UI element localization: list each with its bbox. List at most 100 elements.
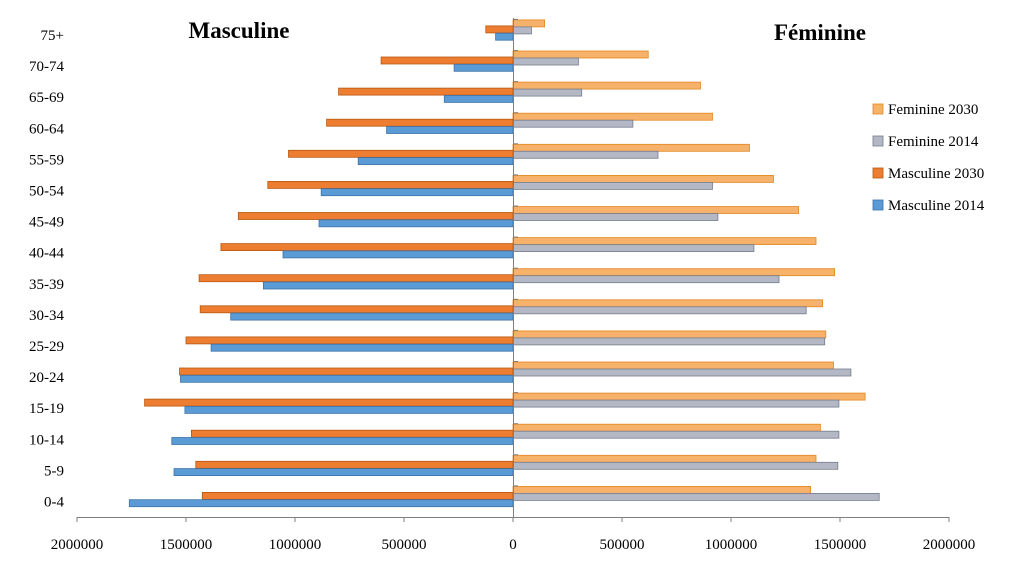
legend-swatch-feminine-2014	[872, 135, 884, 147]
bar-masculine-2014-60-64	[386, 126, 514, 134]
bar-feminine-2030-0-4	[512, 485, 812, 494]
bar-masculine-2030-45-49	[237, 212, 514, 220]
bar-masculine-2014-40-44	[282, 250, 514, 259]
bar-feminine-2014-60-64	[512, 119, 634, 128]
category-label: 15-19	[29, 401, 64, 417]
x-tick-label: 1500000	[814, 537, 867, 553]
bar-masculine-2030-10-14	[190, 429, 514, 438]
legend-swatch-masculine-2030	[872, 167, 884, 179]
category-label: 65-69	[29, 90, 64, 106]
bar-masculine-2030-50-54	[267, 180, 514, 189]
bar-feminine-2030-35-39	[512, 268, 836, 277]
bar-masculine-2014-30-34	[230, 312, 514, 321]
legend-label: Masculine 2030	[888, 166, 984, 182]
bar-masculine-2030-70-74	[380, 56, 514, 65]
category-label: 25-29	[29, 339, 64, 355]
bar-masculine-2030-75+	[485, 25, 514, 34]
category-label: 20-24	[29, 370, 64, 386]
bar-masculine-2030-0-4	[201, 491, 514, 500]
bar-masculine-2014-20-24	[180, 374, 514, 383]
bar-feminine-2014-55-59	[512, 150, 659, 159]
legend-swatch-masculine-2014	[872, 199, 884, 211]
category-label: 0-4	[44, 494, 64, 510]
legend-swatch-feminine-2030	[872, 103, 884, 115]
bars-layer	[128, 19, 880, 508]
x-tick-label: 0	[509, 537, 517, 553]
bar-feminine-2030-50-54	[512, 174, 774, 183]
bar-masculine-2030-25-29	[185, 336, 514, 345]
bar-masculine-2014-10-14	[171, 437, 514, 445]
bar-feminine-2030-60-64	[512, 112, 713, 121]
bar-feminine-2030-5-9	[512, 454, 817, 463]
bar-feminine-2014-15-19	[512, 399, 840, 408]
bar-feminine-2030-15-19	[512, 392, 866, 401]
bar-feminine-2030-70-74	[512, 50, 649, 59]
bar-masculine-2014-0-4	[128, 499, 514, 508]
bar-feminine-2014-65-69	[512, 88, 583, 97]
x-ticks: 2000000 1500000 1000000 500000 0 500000 100000…	[51, 517, 976, 553]
bar-feminine-2014-30-34	[512, 306, 807, 315]
bar-feminine-2030-25-29	[512, 330, 827, 339]
bar-masculine-2014-15-19	[184, 405, 514, 414]
category-label: 55-59	[29, 152, 64, 168]
bar-feminine-2030-45-49	[512, 206, 800, 214]
bar-masculine-2030-55-59	[288, 149, 514, 158]
bar-feminine-2014-40-44	[512, 244, 755, 253]
category-labels: 75+ 70-74 65-69 60-64 55-59 50-54 45-49 40-44 35…	[29, 18, 518, 510]
bar-feminine-2030-75+	[512, 19, 546, 28]
category-label: 5-9	[44, 463, 64, 479]
bar-feminine-2014-75+	[512, 26, 532, 35]
x-tick-label: 1500000	[160, 537, 213, 553]
bar-masculine-2030-15-19	[144, 398, 514, 407]
category-label: 60-64	[29, 121, 64, 137]
category-label: 50-54	[29, 183, 64, 199]
bar-feminine-2014-45-49	[512, 213, 719, 221]
x-tick-label: 500000	[382, 537, 427, 553]
bar-feminine-2030-10-14	[512, 423, 821, 432]
bar-masculine-2014-45-49	[318, 219, 514, 228]
legend: Feminine 2030 Feminine 2014 Masculine 2030…	[872, 102, 985, 214]
bar-feminine-2014-35-39	[512, 275, 780, 284]
category-label: 35-39	[29, 277, 64, 293]
bar-feminine-2014-5-9	[512, 461, 839, 470]
category-label: 40-44	[29, 246, 64, 262]
x-tick-label: 1000000	[269, 537, 322, 553]
x-tick-label: 1000000	[705, 537, 758, 553]
bar-feminine-2030-55-59	[512, 143, 750, 152]
bar-masculine-2030-5-9	[195, 460, 514, 469]
bar-feminine-2014-50-54	[512, 181, 713, 190]
bar-masculine-2014-50-54	[320, 188, 514, 197]
bar-feminine-2014-0-4	[512, 492, 880, 501]
bar-feminine-2030-40-44	[512, 237, 817, 246]
bar-masculine-2030-35-39	[198, 274, 514, 283]
bar-feminine-2014-70-74	[512, 57, 579, 66]
bar-masculine-2014-55-59	[357, 157, 514, 166]
legend-label: Feminine 2014	[888, 134, 979, 150]
left-title: Masculine	[189, 18, 290, 43]
x-tick-label: 2000000	[923, 537, 976, 553]
bar-masculine-2014-25-29	[210, 343, 514, 352]
bar-masculine-2014-35-39	[262, 281, 514, 290]
bar-masculine-2030-20-24	[179, 367, 514, 376]
legend-label: Feminine 2030	[888, 102, 978, 118]
category-label: 10-14	[29, 432, 64, 448]
bar-feminine-2030-65-69	[512, 81, 701, 90]
x-tick-label: 500000	[600, 537, 645, 553]
category-label: 75+	[41, 28, 64, 44]
x-tick-label: 2000000	[51, 537, 104, 553]
bar-feminine-2014-10-14	[512, 430, 840, 439]
right-title: Féminine	[774, 20, 866, 45]
bar-feminine-2014-25-29	[512, 337, 826, 346]
axes-layer: 2000000 1500000 1000000 500000 0 500000 100000…	[29, 18, 975, 553]
bar-masculine-2014-70-74	[453, 63, 514, 72]
bar-masculine-2014-5-9	[173, 468, 514, 477]
bar-masculine-2014-75+	[495, 32, 514, 41]
legend-label: Masculine 2014	[888, 198, 985, 214]
bar-masculine-2030-60-64	[326, 118, 514, 127]
bar-masculine-2030-40-44	[220, 243, 514, 252]
bar-masculine-2030-30-34	[199, 305, 514, 314]
bar-masculine-2030-65-69	[338, 87, 514, 96]
bar-masculine-2014-65-69	[443, 95, 514, 103]
